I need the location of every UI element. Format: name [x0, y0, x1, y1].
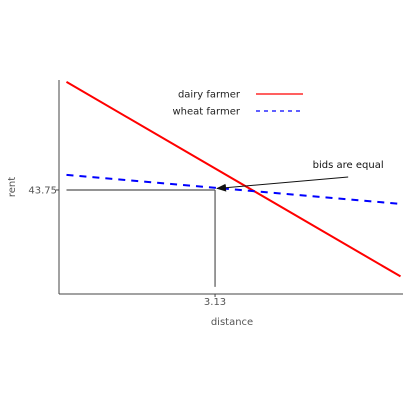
plot-area: 3.13 43.75 distance rent dairy farmer wheat f… — [7, 80, 403, 328]
annotation-arrow — [216, 176, 349, 192]
series-line-wheat-farmer — [66, 173, 401, 205]
y-axis-label: rent — [7, 177, 18, 197]
legend-label: wheat farmer — [173, 107, 241, 118]
series-line-dairy-farmer — [65, 81, 402, 278]
x-axis-label: distance — [211, 317, 253, 328]
annotation-text: bids are equal — [313, 160, 384, 171]
x-tick-label: 3.13 — [204, 297, 226, 308]
y-tick-label: 43.75 — [28, 185, 57, 196]
legend-label: dairy farmer — [178, 90, 241, 101]
